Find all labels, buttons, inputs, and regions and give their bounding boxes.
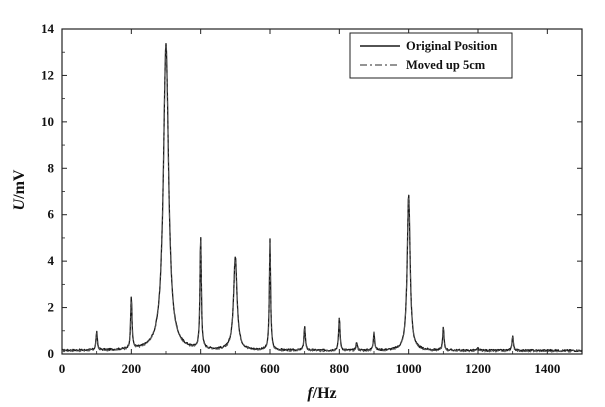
y-tick-label: 6 <box>48 207 55 222</box>
legend-label-moved: Moved up 5cm <box>406 58 486 72</box>
y-tick-label: 14 <box>41 21 55 36</box>
x-axis-title: f/Hz <box>307 385 336 402</box>
y-tick-label: 4 <box>48 253 55 268</box>
x-tick-label: 600 <box>260 361 280 376</box>
y-tick-label: 8 <box>48 160 55 175</box>
legend-label-original: Original Position <box>406 39 497 53</box>
y-tick-label: 2 <box>48 300 55 315</box>
series-line-moved-up-5cm <box>61 46 583 353</box>
x-tick-label: 0 <box>59 361 66 376</box>
x-tick-label: 1000 <box>396 361 422 376</box>
y-tick-label: 0 <box>48 346 55 361</box>
legend-box <box>349 32 513 79</box>
y-axis-title: U/mV <box>11 169 28 210</box>
x-axis-var: f <box>307 385 314 402</box>
y-tick-label: 12 <box>41 67 54 82</box>
series-line-original-position <box>61 42 583 353</box>
legend: Original Position Moved up 5cm <box>349 32 513 79</box>
series-layer <box>61 42 583 353</box>
y-axis-unit: /mV <box>11 169 28 200</box>
y-axis: 0 2 4 6 8 10 12 14 <box>41 21 582 361</box>
x-axis: 0 200 400 600 800 1000 1200 1400 <box>59 29 560 376</box>
y-axis-var: U <box>11 197 28 210</box>
x-tick-label: 1400 <box>534 361 560 376</box>
x-axis-unit: /Hz <box>312 385 337 402</box>
x-tick-label: 400 <box>191 361 211 376</box>
x-tick-label: 800 <box>330 361 350 376</box>
x-tick-label: 200 <box>122 361 142 376</box>
y-tick-label: 10 <box>41 114 54 129</box>
x-tick-label: 1200 <box>465 361 491 376</box>
